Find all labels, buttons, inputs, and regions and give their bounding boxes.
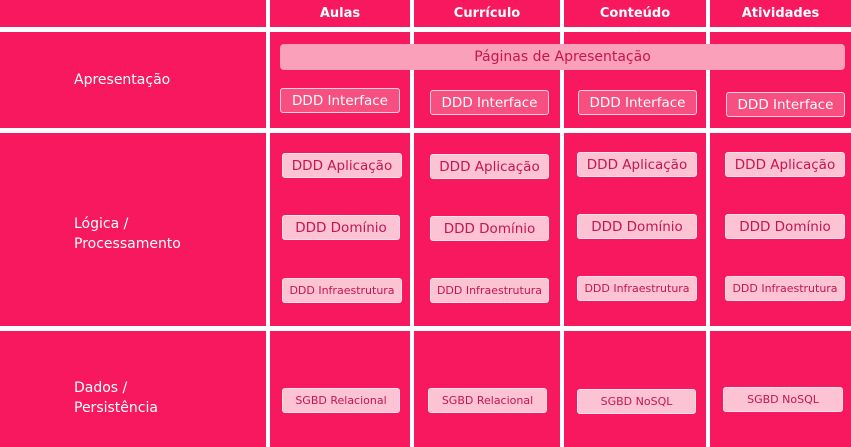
column-header-aulas: Aulas <box>270 0 410 27</box>
ddd-interface-box: DDD Interface <box>280 88 400 113</box>
column-header-curriculo: Currículo <box>414 0 560 27</box>
row-label-logica-processamento: Lógica / Processamento <box>74 216 181 252</box>
box-label: DDD Aplicação <box>586 156 688 173</box>
row-label-apresentacao: Apresentação <box>74 72 171 88</box>
ddd-dominio-box: DDD Domínio <box>282 215 400 240</box>
ddd-interface-box: DDD Interface <box>726 92 845 117</box>
box-label: SGBD Relacional <box>441 394 534 407</box>
column-header-label: Atividades <box>741 6 820 21</box>
ddd-dominio-box: DDD Domínio <box>577 214 697 239</box>
box-label: DDD Domínio <box>295 219 387 236</box>
box-label: DDD Aplicação <box>291 157 393 174</box>
column-header-label: Conteúdo <box>599 6 671 21</box>
row-label-cell-dados <box>0 331 266 447</box>
ddd-aplicacao-box: DDD Aplicação <box>725 152 845 177</box>
banner-label: Páginas de Apresentação <box>474 49 651 65</box>
row-label-dados-persistencia: Dados / Persistência <box>74 380 158 416</box>
ddd-dominio-box: DDD Domínio <box>430 216 549 241</box>
box-label: DDD Infraestrutura <box>584 282 690 295</box>
sgbd-relacional-box: SGBD Relacional <box>428 388 547 413</box>
column-header-conteudo: Conteúdo <box>564 0 706 27</box>
box-label: DDD Aplicação <box>439 158 540 175</box>
ddd-aplicacao-box: DDD Aplicação <box>577 152 697 177</box>
sgbd-nosql-box: SGBD NoSQL <box>723 387 843 412</box>
presentation-pages-banner: Páginas de Apresentação <box>280 44 845 70</box>
box-label: SGBD NoSQL <box>747 393 819 406</box>
box-label: DDD Infraestrutura <box>289 284 395 297</box>
box-label: DDD Infraestrutura <box>436 284 543 297</box>
row-label-cell-logica <box>0 133 266 326</box>
ddd-infraestrutura-box: DDD Infraestrutura <box>725 276 845 301</box>
box-label: DDD Infraestrutura <box>732 282 838 295</box>
ddd-aplicacao-box: DDD Aplicação <box>282 153 402 178</box>
column-header-label: Currículo <box>453 6 521 21</box>
header-corner-cell <box>0 0 266 27</box>
box-label: DDD Interface <box>292 92 388 109</box>
box-label: DDD Domínio <box>591 218 683 235</box>
column-header-label: Aulas <box>319 6 361 21</box>
sgbd-relacional-box: SGBD Relacional <box>282 388 400 413</box>
ddd-infraestrutura-box: DDD Infraestrutura <box>430 278 549 303</box>
ddd-dominio-box: DDD Domínio <box>725 214 845 239</box>
box-label: DDD Domínio <box>739 218 831 235</box>
ddd-interface-box: DDD Interface <box>430 90 549 115</box>
ddd-aplicacao-box: DDD Aplicação <box>430 154 549 179</box>
ddd-interface-box: DDD Interface <box>578 90 697 115</box>
box-label: DDD Interface <box>441 94 538 111</box>
box-label: SGBD NoSQL <box>600 395 673 408</box>
box-label: DDD Aplicação <box>734 156 836 173</box>
box-label: DDD Interface <box>589 94 686 111</box>
ddd-infraestrutura-box: DDD Infraestrutura <box>577 276 697 301</box>
column-header-atividades: Atividades <box>710 0 851 27</box>
box-label: SGBD Relacional <box>295 394 387 407</box>
box-label: DDD Domínio <box>443 220 536 237</box>
box-label: DDD Interface <box>737 96 834 113</box>
row-label-cell-apresentacao <box>0 32 266 128</box>
sgbd-nosql-box: SGBD NoSQL <box>577 389 696 414</box>
ddd-infraestrutura-box: DDD Infraestrutura <box>282 278 402 303</box>
